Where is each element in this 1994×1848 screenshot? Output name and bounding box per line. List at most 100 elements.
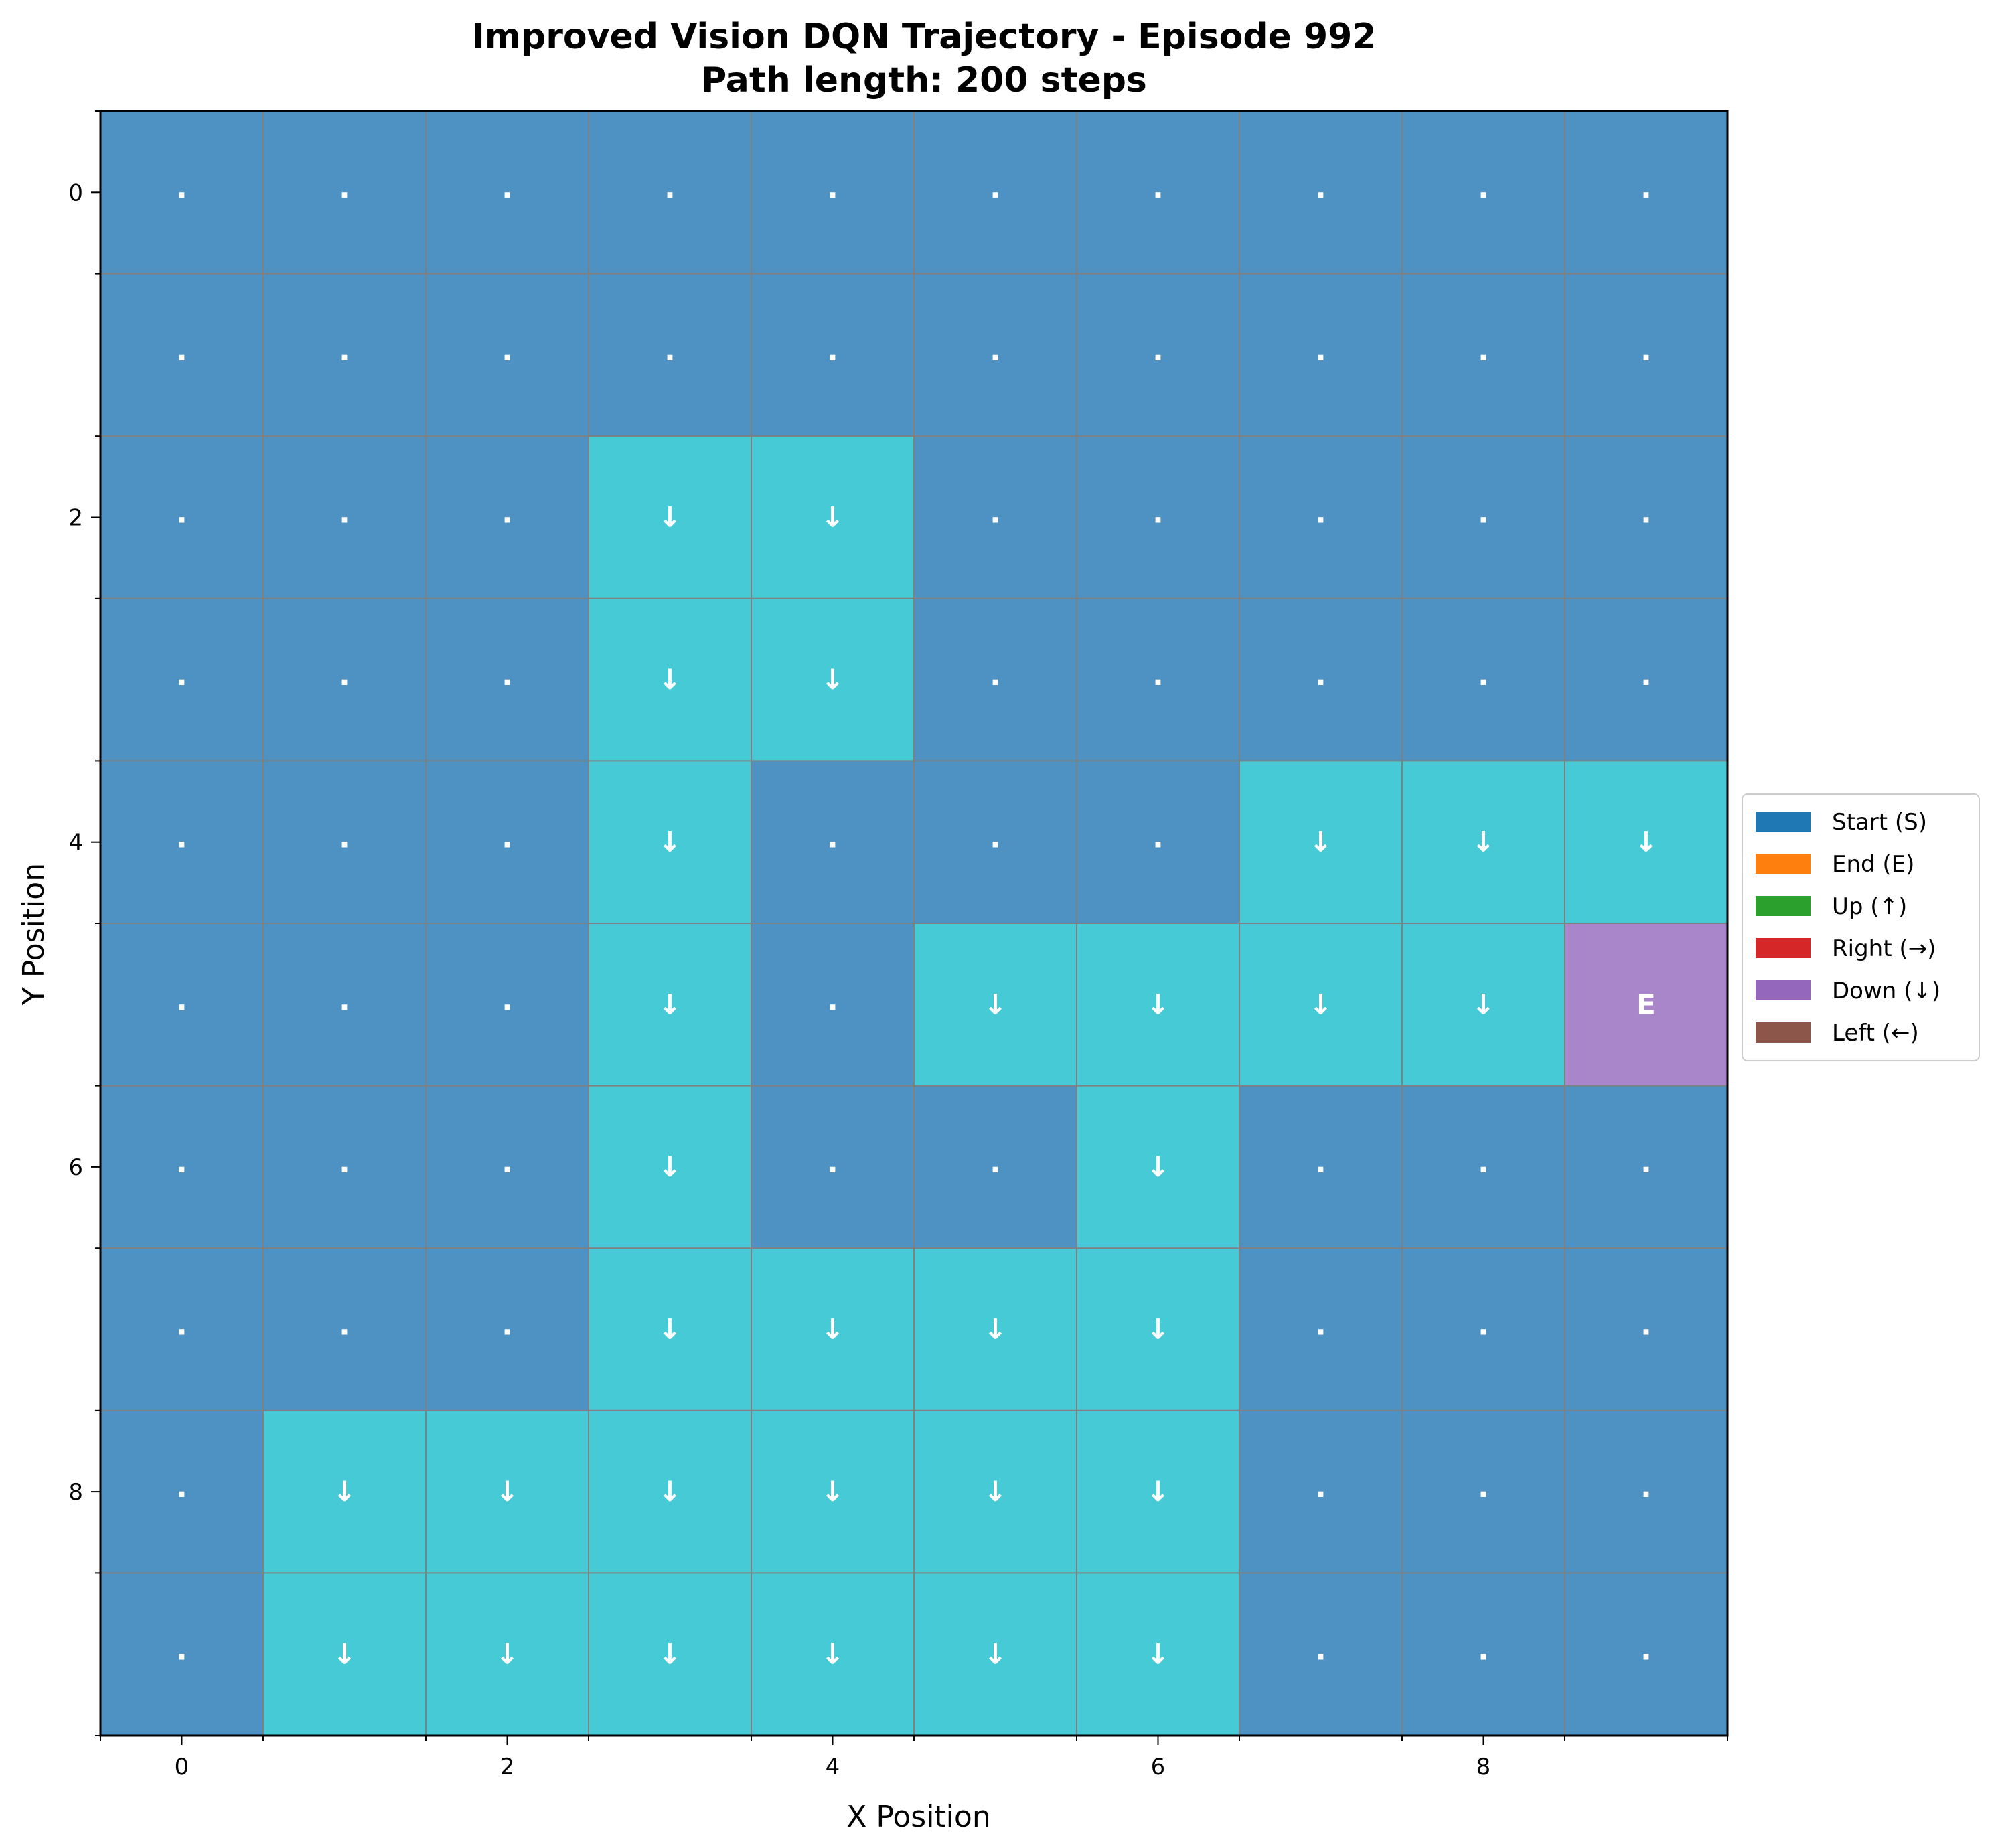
cell-empty xyxy=(914,436,1077,599)
cell-path xyxy=(589,1085,752,1249)
cell-path xyxy=(1402,923,1565,1087)
cell-empty xyxy=(263,598,427,761)
cell-label-dot: . xyxy=(502,496,513,530)
cell-label-dot: . xyxy=(1152,333,1164,368)
cell-empty xyxy=(1402,273,1565,437)
cell-label-end: E xyxy=(1636,988,1656,1020)
cell-path xyxy=(426,1410,589,1573)
cell-label-dot: . xyxy=(1640,496,1652,530)
cell-label-dot: . xyxy=(664,333,676,368)
chart-subtitle: Path length: 200 steps xyxy=(701,60,1147,100)
cell-path xyxy=(914,923,1077,1087)
cell-label-dot: . xyxy=(339,496,350,530)
cell-path xyxy=(914,1248,1077,1411)
cell-path xyxy=(589,1410,752,1573)
cell-empty xyxy=(100,1248,264,1411)
cell-label-down-arrow: ↓ xyxy=(658,1638,682,1671)
cell-label-dot: . xyxy=(827,983,838,1017)
cell-label-down-arrow: ↓ xyxy=(658,1150,682,1183)
legend-swatch xyxy=(1756,938,1811,958)
x-tick-label: 6 xyxy=(1151,1754,1166,1780)
cell-empty xyxy=(100,436,264,599)
cell-label-down-arrow: ↓ xyxy=(984,1638,1007,1671)
cell-end xyxy=(1565,923,1728,1087)
cell-empty xyxy=(1077,436,1240,599)
cell-empty xyxy=(914,761,1077,924)
cell-label-down-arrow: ↓ xyxy=(1472,826,1495,858)
cell-label-down-arrow: ↓ xyxy=(1146,1638,1170,1671)
cell-label-dot: . xyxy=(990,496,1001,530)
cell-path xyxy=(263,1573,427,1736)
cell-label-down-arrow: ↓ xyxy=(984,1313,1007,1346)
cell-label-down-arrow: ↓ xyxy=(821,1475,844,1508)
cell-label-dot: . xyxy=(1152,658,1164,692)
cell-empty xyxy=(1565,598,1728,761)
cell-label-down-arrow: ↓ xyxy=(1309,826,1332,858)
cell-empty xyxy=(914,1085,1077,1249)
cell-empty xyxy=(589,111,752,275)
cell-path xyxy=(1565,761,1728,924)
axis-ticks: 0 2 4 6 8 0 2 4 6 8 xyxy=(68,110,1728,1780)
cell-label-dot: . xyxy=(176,658,187,692)
cell-empty xyxy=(426,1085,589,1249)
cell-path xyxy=(751,1573,915,1736)
cell-label-dot: . xyxy=(1152,821,1164,855)
cell-empty xyxy=(1402,1248,1565,1411)
legend-label: Up (↑) xyxy=(1832,893,1907,920)
cell-empty xyxy=(263,111,427,275)
x-tick-label: 2 xyxy=(500,1754,515,1780)
cell-path xyxy=(751,1410,915,1573)
cell-empty xyxy=(263,1085,427,1249)
cell-label-down-arrow: ↓ xyxy=(1634,826,1658,858)
cell-empty xyxy=(1402,1573,1565,1736)
cell-label-dot: . xyxy=(990,1146,1001,1180)
cell-label-dot: . xyxy=(1640,171,1652,205)
legend-label: Right (→) xyxy=(1832,935,1936,962)
cell-label-dot: . xyxy=(1315,658,1326,692)
cell-label-dot: . xyxy=(176,1633,187,1667)
legend-swatch xyxy=(1756,854,1811,874)
cell-label-dot: . xyxy=(176,333,187,368)
cell-label-down-arrow: ↓ xyxy=(1146,1475,1170,1508)
cell-path xyxy=(914,1573,1077,1736)
cell-empty xyxy=(1565,1085,1728,1249)
cell-path xyxy=(1077,1410,1240,1573)
cell-label-dot: . xyxy=(502,171,513,205)
cell-empty xyxy=(1565,1410,1728,1573)
cell-empty xyxy=(263,436,427,599)
cell-label-dot: . xyxy=(502,333,513,368)
cell-label-dot: . xyxy=(1478,1308,1489,1342)
cell-label-down-arrow: ↓ xyxy=(984,1475,1007,1508)
cell-label-dot: . xyxy=(990,658,1001,692)
legend-label: Start (S) xyxy=(1832,809,1927,836)
cell-label-dot: . xyxy=(1315,333,1326,368)
cell-label-dot: . xyxy=(1478,1633,1489,1667)
cell-empty xyxy=(1077,598,1240,761)
cell-label-down-arrow: ↓ xyxy=(658,663,682,696)
cell-label-dot: . xyxy=(502,1308,513,1342)
cell-path xyxy=(751,1248,915,1411)
cell-label-dot: . xyxy=(1478,1470,1489,1505)
cell-path xyxy=(751,598,915,761)
cell-label-down-arrow: ↓ xyxy=(658,501,682,534)
cell-empty xyxy=(1239,598,1403,761)
cell-empty xyxy=(426,436,589,599)
cell-label-down-arrow: ↓ xyxy=(1472,988,1495,1020)
y-tick-label: 4 xyxy=(68,830,83,856)
cell-empty xyxy=(100,761,264,924)
y-tick-label: 0 xyxy=(68,179,83,206)
cell-path xyxy=(1402,761,1565,924)
cell-label-dot: . xyxy=(339,1308,350,1342)
legend-label: Left (←) xyxy=(1832,1020,1919,1047)
cell-label-dot: . xyxy=(339,171,350,205)
cell-label-down-arrow: ↓ xyxy=(1146,1150,1170,1183)
cell-label-down-arrow: ↓ xyxy=(658,826,682,858)
cell-empty xyxy=(263,273,427,437)
cell-empty xyxy=(100,598,264,761)
cell-label-dot: . xyxy=(1640,1146,1652,1180)
cell-path xyxy=(1077,1573,1240,1736)
cell-label-dot: . xyxy=(827,821,838,855)
cell-empty xyxy=(1402,1085,1565,1249)
cell-label-down-arrow: ↓ xyxy=(1309,988,1332,1020)
